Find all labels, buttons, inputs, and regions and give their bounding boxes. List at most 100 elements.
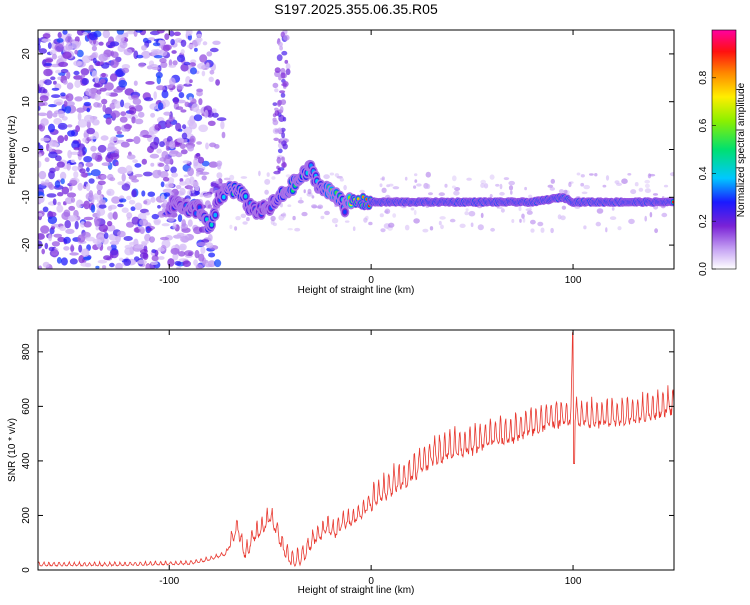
noise-blob — [85, 183, 91, 192]
noise-blob — [81, 55, 92, 64]
noise-blob — [453, 190, 460, 196]
noise-blob — [39, 86, 46, 94]
noise-blob — [209, 142, 217, 148]
noise-blob — [198, 124, 209, 133]
noise-blob — [108, 92, 118, 97]
noise-blob — [158, 256, 165, 260]
noise-blob — [161, 90, 169, 99]
noise-blob — [614, 180, 620, 185]
noise-blob — [196, 33, 203, 38]
noise-blob — [339, 177, 344, 182]
noise-blob — [187, 190, 191, 196]
noise-blob — [464, 211, 469, 216]
noise-blob — [94, 220, 100, 226]
noise-blob — [234, 226, 238, 231]
noise-blob — [56, 204, 64, 213]
noise-blob — [214, 259, 222, 268]
noise-blob — [215, 79, 221, 86]
noise-blob — [301, 211, 308, 217]
noise-blob — [439, 216, 446, 220]
noise-blob — [208, 161, 218, 168]
noise-blob — [65, 101, 75, 107]
noise-blob — [297, 199, 304, 204]
noise-blob — [77, 182, 83, 191]
noise-blob — [216, 160, 223, 167]
noise-blob — [192, 181, 200, 188]
noise-blob — [65, 35, 73, 44]
noise-blob — [71, 140, 80, 149]
noise-blob — [115, 262, 123, 269]
noise-blob — [324, 210, 330, 216]
noise-blob — [187, 44, 196, 49]
noise-blob — [359, 189, 365, 193]
noise-blob — [170, 38, 175, 46]
noise-blob — [38, 160, 42, 168]
y-tick-label: -10 — [21, 190, 32, 205]
noise-blob — [561, 205, 567, 210]
noise-blob — [128, 175, 137, 181]
noise-blob — [67, 149, 72, 159]
noise-blob — [583, 184, 590, 190]
noise-blob — [79, 168, 86, 174]
noise-blob — [264, 189, 269, 195]
noise-blob — [176, 84, 184, 90]
noise-blob — [80, 262, 90, 267]
noise-blob — [499, 191, 505, 196]
noise-blob — [59, 225, 67, 231]
noise-blob — [278, 75, 282, 81]
noise-blob — [168, 59, 173, 67]
noise-blob — [117, 203, 124, 208]
noise-blob — [93, 102, 100, 108]
noise-blob — [128, 107, 137, 115]
noise-blob — [112, 211, 118, 220]
noise-blob — [115, 134, 125, 138]
noise-blob — [81, 248, 90, 257]
noise-blob — [168, 150, 178, 157]
noise-blob — [188, 96, 193, 101]
noise-blob — [99, 199, 106, 205]
noise-blob — [86, 120, 91, 129]
noise-blob — [280, 72, 286, 79]
noise-blob — [644, 215, 647, 222]
noise-blob — [149, 103, 159, 110]
noise-blob — [151, 255, 159, 262]
noise-blob — [38, 153, 42, 158]
noise-blob — [279, 90, 286, 94]
noise-blob — [63, 236, 71, 244]
noise-blob — [164, 33, 170, 40]
noise-blob — [274, 129, 280, 133]
noise-blob — [62, 51, 72, 59]
noise-blob — [172, 60, 178, 66]
noise-blob — [381, 187, 387, 193]
noise-blob — [240, 213, 247, 218]
noise-blob — [183, 174, 189, 178]
noise-blob — [422, 228, 429, 233]
noise-blob — [189, 79, 193, 84]
noise-blob — [102, 30, 110, 39]
noise-blob — [44, 242, 49, 250]
noise-blob — [134, 118, 144, 125]
noise-blob — [115, 161, 119, 166]
noise-blob — [53, 80, 57, 85]
noise-blob — [176, 54, 186, 63]
ridge-mark — [205, 217, 209, 222]
noise-blob — [67, 130, 76, 137]
noise-blob — [163, 192, 171, 197]
noise-blob — [56, 38, 64, 43]
noise-blob — [48, 123, 55, 133]
noise-blob — [413, 185, 417, 189]
noise-blob — [75, 125, 80, 133]
noise-blob — [172, 224, 177, 229]
noise-blob — [150, 261, 159, 266]
noise-blob — [167, 258, 175, 267]
noise-blob — [540, 227, 545, 233]
noise-blob — [480, 183, 485, 188]
noise-blob — [38, 43, 41, 51]
noise-blob — [164, 183, 174, 189]
noise-blob — [638, 187, 644, 192]
noise-blob — [81, 150, 86, 156]
noise-blob — [98, 204, 107, 209]
snr-x-label: Height of straight line (km) — [298, 585, 415, 596]
noise-blob — [60, 68, 69, 74]
noise-blob — [83, 216, 94, 221]
